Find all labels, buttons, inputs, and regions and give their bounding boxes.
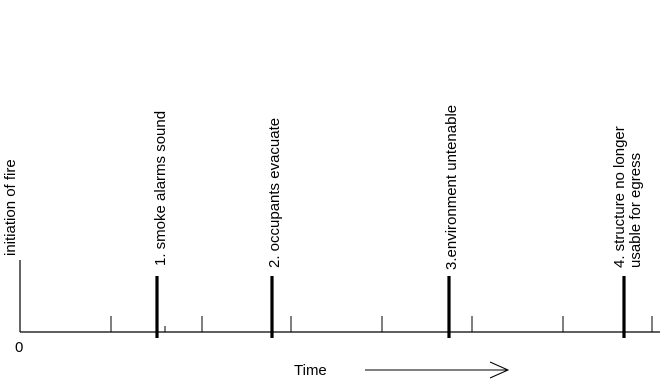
minor-ticks — [110, 316, 653, 332]
axis-title: Time — [294, 362, 327, 379]
start-event-label: initiation of fire — [2, 159, 19, 256]
origin-label: 0 — [15, 339, 23, 356]
event-label-2: 2. occupants evacuate — [266, 118, 283, 268]
event-markers — [155, 276, 626, 338]
event-label-4-line-2: usable for egress — [627, 153, 644, 268]
event-label-3: 3.environment untenable — [443, 105, 460, 270]
event-label-1: 1. smoke alarms sound — [152, 111, 169, 266]
time-arrow-head — [489, 361, 510, 379]
time-arrow — [365, 361, 510, 379]
event-label-4-line-1: 4. structure no longer — [611, 126, 628, 268]
